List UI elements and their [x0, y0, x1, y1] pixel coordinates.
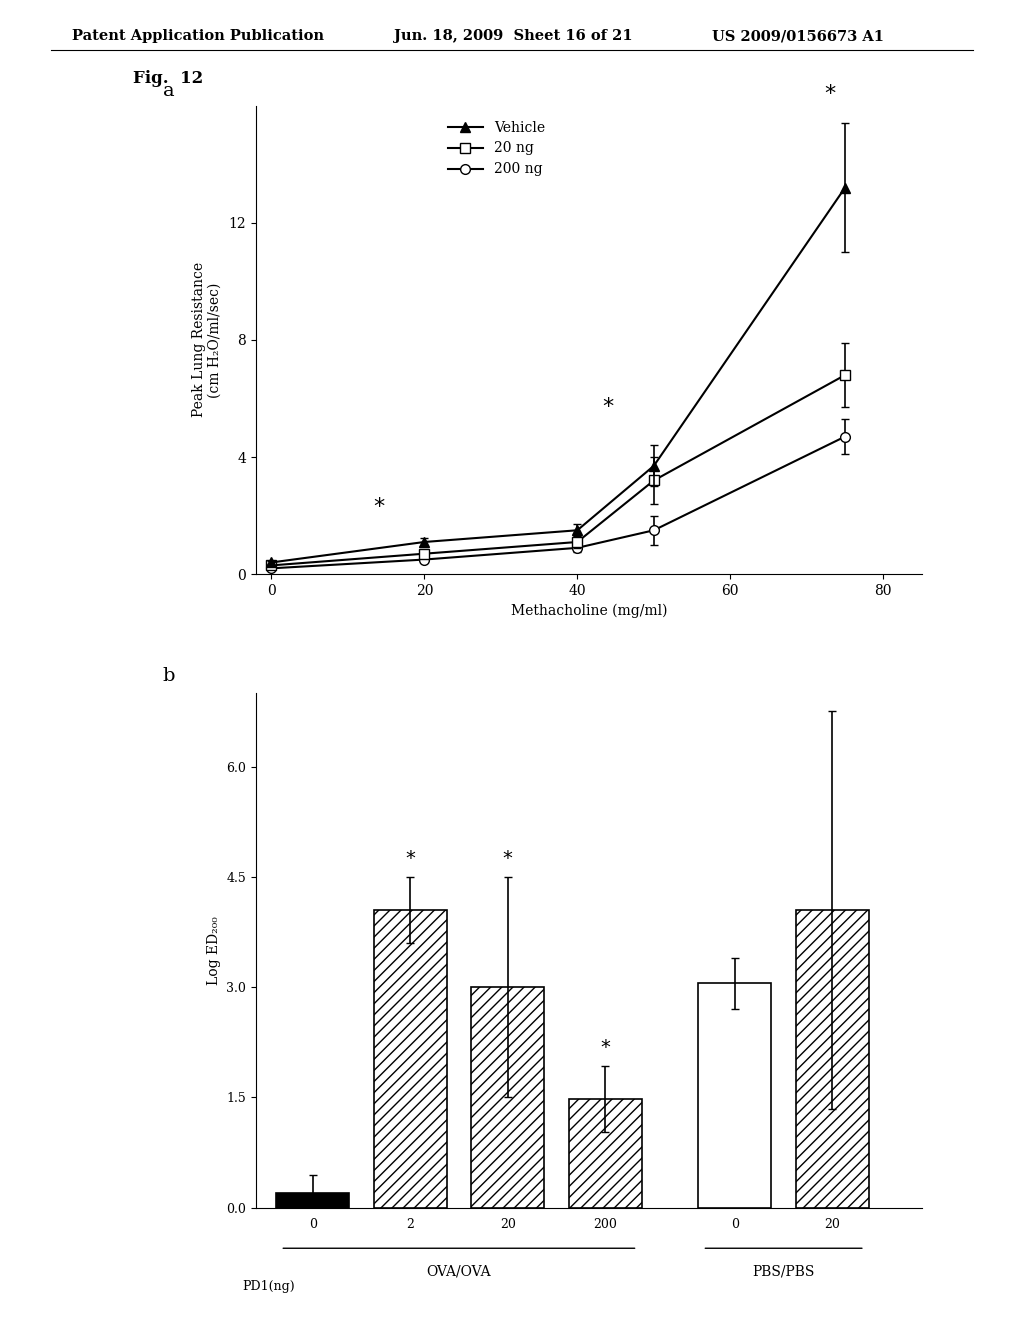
Text: *: * [600, 1038, 610, 1057]
Text: PBS/PBS: PBS/PBS [753, 1265, 815, 1279]
Text: PD1(ng): PD1(ng) [243, 1280, 295, 1292]
X-axis label: Methacholine (mg/ml): Methacholine (mg/ml) [511, 603, 667, 618]
Text: Fig.  12: Fig. 12 [133, 70, 204, 87]
Bar [471, 987, 544, 1208]
Text: *: * [373, 496, 384, 516]
Text: *: * [406, 849, 415, 869]
Text: US 2009/0156673 A1: US 2009/0156673 A1 [712, 29, 884, 44]
Text: Jun. 18, 2009  Sheet 16 of 21: Jun. 18, 2009 Sheet 16 of 21 [394, 29, 633, 44]
Bar [698, 983, 771, 1208]
Bar [276, 1193, 349, 1208]
Text: *: * [602, 397, 613, 417]
Text: b: b [163, 668, 175, 685]
Text: a: a [163, 82, 174, 100]
Text: Patent Application Publication: Patent Application Publication [72, 29, 324, 44]
Text: *: * [824, 83, 836, 104]
Bar [374, 909, 446, 1208]
Y-axis label: Log ED₂₀₀: Log ED₂₀₀ [207, 916, 221, 985]
Y-axis label: Peak Lung Resistance
(cm H₂O/ml/sec): Peak Lung Resistance (cm H₂O/ml/sec) [191, 263, 222, 417]
Legend: Vehicle, 20 ng, 200 ng: Vehicle, 20 ng, 200 ng [442, 115, 551, 182]
Bar [568, 1100, 642, 1208]
Bar [796, 909, 868, 1208]
Text: OVA/OVA: OVA/OVA [427, 1265, 492, 1279]
Text: *: * [503, 849, 513, 869]
